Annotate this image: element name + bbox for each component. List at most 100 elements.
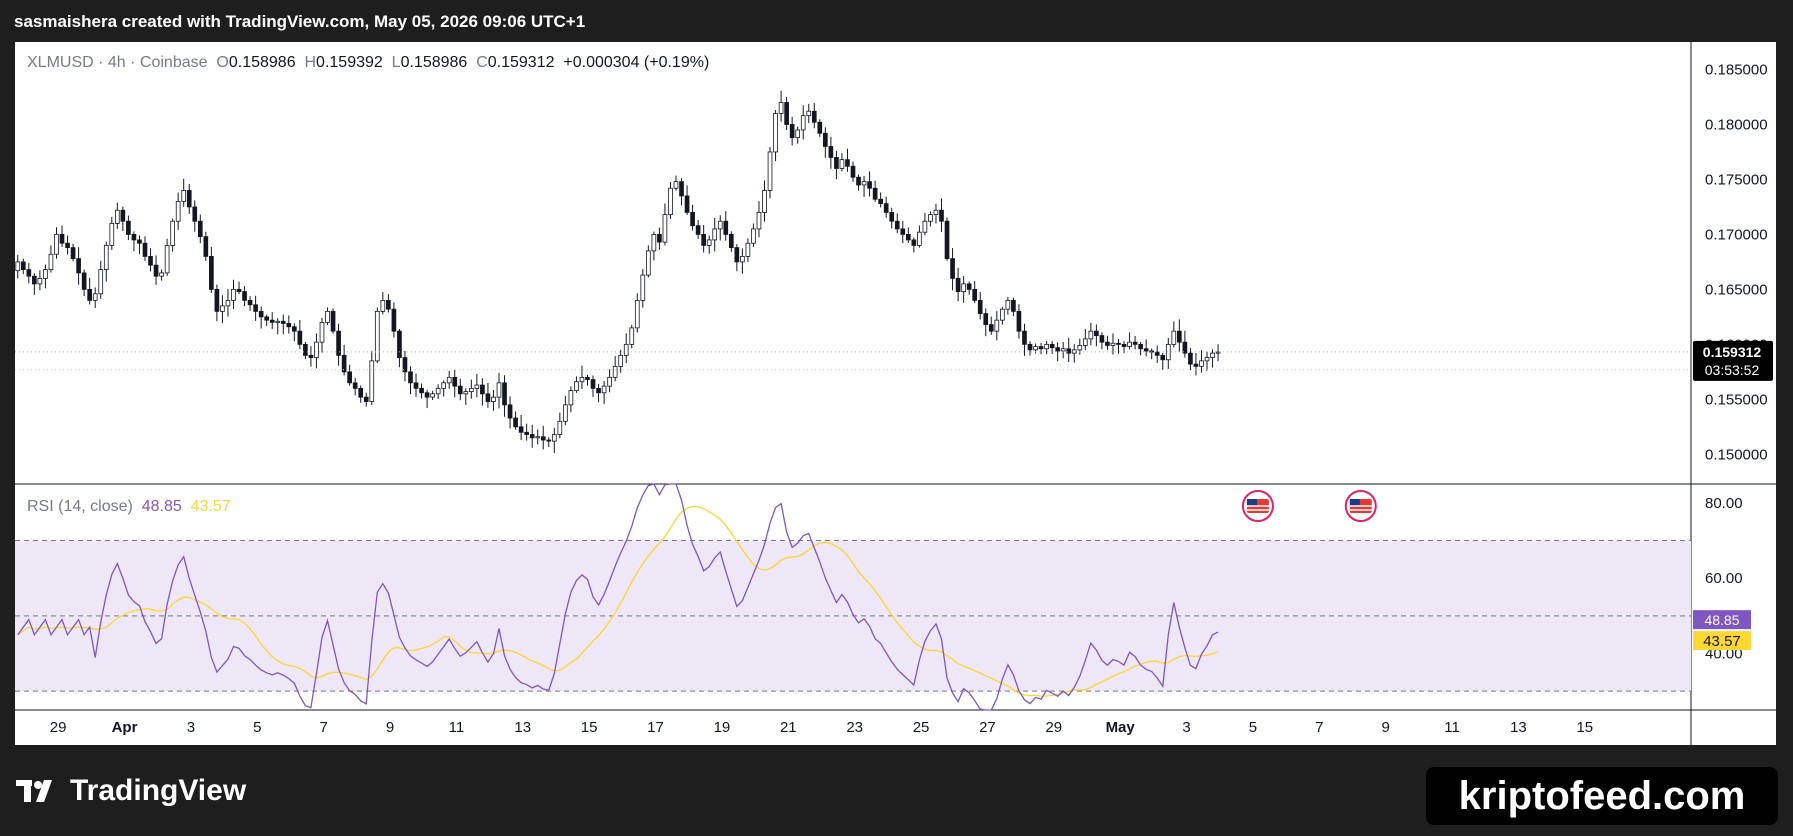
candle-down (1154, 351, 1160, 356)
candle-down (872, 187, 878, 200)
candle-up (1088, 330, 1094, 340)
time-axis-tick: 29 (50, 719, 67, 736)
price-axis-tick: 0.170000 (1705, 226, 1768, 243)
candle-down (1143, 348, 1149, 352)
candle-down (457, 385, 463, 395)
candle-down (585, 376, 590, 380)
candle-down (81, 272, 87, 290)
candle-down (1049, 343, 1055, 349)
change-value: +0.000304 (+0.19%) (563, 54, 710, 71)
candle-up (463, 391, 469, 395)
candle-up (1005, 299, 1011, 310)
candle-down (845, 159, 850, 167)
candle-up (1077, 345, 1083, 351)
candle-up (374, 310, 380, 362)
candle-up (474, 384, 480, 389)
time-axis-tick: 9 (1381, 719, 1389, 736)
candle-down (336, 330, 341, 356)
candle-up (1210, 352, 1215, 358)
time-axis-tick: 17 (647, 719, 664, 736)
candle-down (480, 384, 485, 395)
candle-up (469, 387, 474, 393)
price-axis-tick: 0.150000 (1705, 446, 1768, 463)
candle-up (557, 420, 563, 435)
candle-down (944, 220, 950, 260)
candle-down (192, 206, 198, 222)
candle-up (369, 360, 375, 402)
last-price-tag (1693, 340, 1773, 381)
candle-down (823, 132, 828, 147)
candle-down (1038, 346, 1044, 350)
candle-up (994, 319, 1000, 332)
candle-down (1116, 342, 1121, 345)
candle-up (1033, 346, 1038, 351)
candle-down (1016, 310, 1022, 332)
price-axis-tick: 0.165000 (1705, 281, 1768, 298)
candle-down (950, 258, 955, 279)
candle-down (828, 146, 834, 158)
candle-down (308, 354, 314, 358)
candle-up (778, 102, 784, 114)
last-price-countdown: 03:53:52 (1705, 362, 1760, 378)
time-axis-tick: 15 (581, 719, 598, 736)
candle-down (269, 319, 275, 323)
candle-up (751, 228, 756, 244)
candle-down (1160, 354, 1166, 361)
candle-up (220, 305, 225, 312)
candle-down (867, 181, 872, 189)
candle-up (1044, 343, 1049, 350)
candle-down (817, 121, 823, 134)
candle-down (546, 439, 552, 442)
time-axis-tick: 19 (714, 719, 731, 736)
candle-down (148, 256, 153, 266)
candle-down (1011, 299, 1016, 312)
candle-up (37, 277, 43, 285)
candle-up (706, 239, 712, 246)
candle-down (341, 354, 347, 373)
candle-down (280, 320, 286, 324)
candle-down (524, 431, 529, 435)
candle-down (590, 379, 596, 389)
low-label: L (391, 54, 401, 71)
open-label: O (216, 54, 229, 71)
time-axis-tick: 3 (1182, 719, 1190, 736)
candle-up (1204, 357, 1210, 362)
candle-down (131, 234, 137, 241)
candle-down (1027, 343, 1033, 351)
candle-down (258, 310, 264, 318)
price-axis-tick: 0.155000 (1705, 391, 1768, 408)
candle-down (413, 382, 419, 389)
chart-svg[interactable]: 0.185000 0.180000 0.175000 0.170000 0.165000… (15, 42, 1776, 745)
candle-down (728, 234, 734, 249)
candle-down (203, 236, 209, 257)
rsi-line (17, 483, 1219, 711)
candle-down (900, 228, 906, 235)
candle-up (740, 256, 745, 263)
candle-up (275, 320, 281, 323)
candle-up (1199, 360, 1204, 367)
candle-down (347, 371, 352, 384)
candle-down (811, 110, 817, 123)
candle-up (762, 190, 767, 213)
candle-up (491, 396, 496, 402)
candle-down (834, 157, 839, 169)
candle-up (568, 390, 574, 406)
candle-up (109, 223, 115, 246)
candle-down (966, 283, 972, 290)
rsi-ma-legend-value: 43.57 (190, 498, 231, 515)
candle-down (352, 382, 358, 389)
candle-down (358, 387, 364, 398)
candle-up (114, 209, 120, 224)
candle-down (789, 124, 795, 139)
candle-down (684, 195, 690, 213)
candle-down (734, 247, 740, 263)
candle-up (164, 245, 170, 274)
candle-down (939, 209, 944, 222)
candle-down (32, 275, 37, 285)
candle-up (48, 253, 54, 270)
candle-up (933, 209, 939, 216)
candle-down (419, 387, 424, 394)
tradingview-logo-icon (16, 780, 52, 802)
chart-panel[interactable]: 0.185000 0.180000 0.175000 0.170000 0.165000… (15, 42, 1776, 745)
candle-up (574, 381, 579, 391)
